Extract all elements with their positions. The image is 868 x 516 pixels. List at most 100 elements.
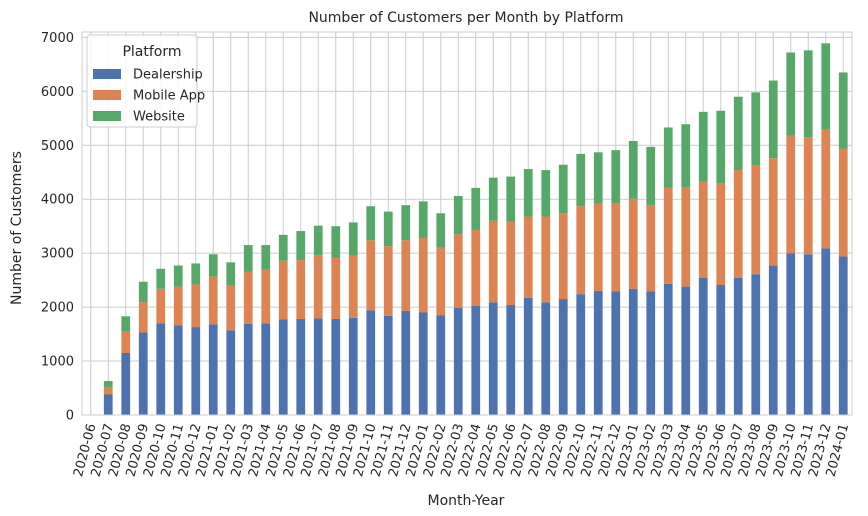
bar-mobile-app (401, 240, 411, 311)
bar-dealership (488, 302, 498, 415)
bar-mobile-app (348, 255, 358, 318)
bar-dealership (418, 312, 428, 415)
bar-website (821, 43, 831, 130)
bar-dealership (646, 291, 656, 415)
bar-website (471, 187, 481, 230)
bar-website (541, 170, 551, 217)
bar-website (593, 152, 603, 204)
bar-mobile-app (173, 286, 183, 326)
bar-website (663, 127, 673, 188)
bar-dealership (611, 291, 621, 415)
bar-mobile-app (418, 238, 428, 313)
bar-website (768, 80, 778, 159)
bar-dealership (838, 256, 848, 415)
bar-website (278, 234, 288, 261)
bar-dealership (751, 274, 761, 415)
bar-website (348, 222, 358, 256)
bar-website (488, 177, 498, 221)
bar-mobile-app (488, 220, 498, 303)
bar-mobile-app (436, 247, 446, 316)
y-tick-label: 0 (66, 409, 74, 424)
bar-mobile-app (138, 302, 148, 333)
y-tick-label: 4000 (41, 193, 74, 208)
x-ticks: 2020-062020-072020-082020-092020-102020-… (71, 422, 852, 478)
bar-website (558, 164, 568, 214)
bar-website (138, 281, 148, 303)
bar-website (383, 211, 393, 247)
bar-website (331, 226, 341, 258)
bar-website (698, 111, 708, 182)
y-tick-label: 3000 (41, 247, 74, 262)
legend-swatch (93, 69, 121, 79)
bar-dealership (156, 323, 166, 415)
legend-title: Platform (122, 44, 181, 60)
bar-dealership (173, 325, 183, 415)
legend-entry: Website (133, 110, 185, 125)
bar-mobile-app (278, 260, 288, 320)
bar-mobile-app (541, 216, 551, 303)
bar-mobile-app (576, 206, 586, 295)
bar-website (576, 153, 586, 207)
y-tick-label: 2000 (41, 301, 74, 316)
bars (103, 43, 848, 415)
y-tick-label: 7000 (41, 31, 74, 46)
legend-frame (86, 34, 198, 128)
bar-website (173, 265, 183, 287)
bar-dealership (366, 310, 376, 415)
bar-mobile-app (803, 137, 813, 255)
bar-mobile-app (313, 255, 323, 319)
bar-mobile-app (261, 269, 271, 324)
bar-mobile-app (821, 129, 831, 249)
bar-website (436, 213, 446, 248)
bar-mobile-app (663, 187, 673, 284)
bar-mobile-app (366, 240, 376, 311)
bar-dealership (523, 297, 533, 415)
bar-dealership (436, 315, 446, 415)
bar-mobile-app (786, 135, 796, 254)
bar-mobile-app (471, 229, 481, 307)
legend-entry: Dealership (133, 68, 203, 83)
bar-dealership (576, 294, 586, 415)
bar-mobile-app (226, 285, 236, 331)
bar-dealership (471, 306, 481, 415)
bar-website (418, 201, 428, 239)
bar-dealership (243, 323, 253, 415)
bar-website (208, 254, 218, 277)
bar-mobile-app (611, 203, 621, 292)
bar-dealership (716, 284, 726, 415)
bar-website (751, 92, 761, 166)
bar-website (681, 124, 691, 188)
chart-title: Number of Customers per Month by Platfor… (308, 10, 623, 26)
bar-dealership (313, 318, 323, 415)
bar-mobile-app (296, 260, 306, 319)
bar-mobile-app (243, 271, 253, 324)
bar-dealership (786, 253, 796, 415)
bar-mobile-app (383, 246, 393, 316)
bar-dealership (453, 307, 463, 415)
bar-website (453, 195, 463, 235)
bar-dealership (698, 277, 708, 415)
bar-website (803, 50, 813, 138)
bar-website (191, 263, 201, 285)
bar-mobile-app (593, 203, 603, 291)
bar-dealership (278, 319, 288, 415)
bar-website (786, 52, 796, 136)
bar-dealership (103, 394, 113, 415)
bar-dealership (383, 315, 393, 415)
bar-dealership (506, 304, 516, 415)
bar-dealership (821, 248, 831, 415)
y-tick-label: 5000 (41, 139, 74, 154)
bar-website (733, 96, 743, 171)
bar-website (401, 205, 411, 241)
legend-swatch (93, 90, 121, 100)
x-axis-label: Month-Year (428, 493, 505, 509)
bar-mobile-app (331, 257, 341, 319)
bar-dealership (121, 352, 131, 415)
bar-mobile-app (558, 213, 568, 300)
legend: Platform Dealership Mobile App Website (86, 34, 205, 128)
bar-website (838, 72, 848, 149)
bar-mobile-app (121, 331, 131, 353)
bar-website (506, 176, 516, 222)
bar-dealership (296, 318, 306, 415)
